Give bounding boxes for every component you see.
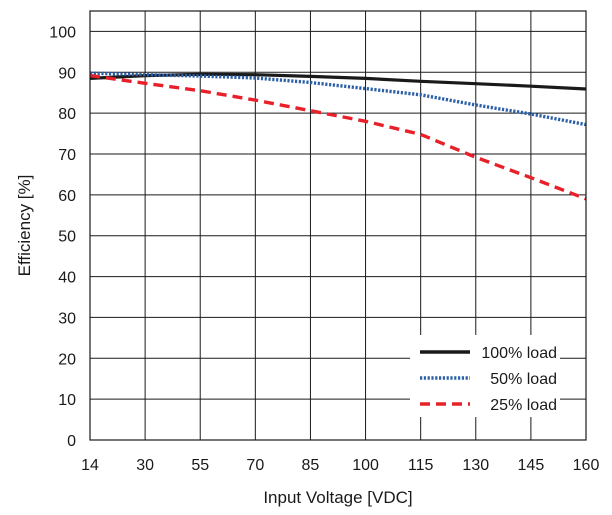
y-axis-label: Efficiency [%] [15, 175, 34, 277]
series-line-100-load [89, 72, 587, 91]
x-tick-label: 30 [136, 457, 154, 474]
x-axis-label: Input Voltage [VDC] [263, 488, 412, 507]
x-tick-label: 145 [518, 457, 545, 474]
x-tick-label: 115 [408, 457, 434, 474]
y-tick-label: 90 [58, 65, 76, 82]
y-tick-label: 0 [67, 433, 76, 450]
series-layer [89, 71, 587, 201]
series-line-50-load [89, 71, 587, 127]
y-tick-label: 70 [58, 147, 76, 164]
legend-label: 25% load [490, 397, 557, 414]
x-tick-label: 85 [302, 457, 320, 474]
x-tick-label: 70 [246, 457, 264, 474]
x-tick-label: 55 [191, 457, 209, 474]
x-tick-label: 100 [352, 457, 379, 474]
y-tick-label: 30 [58, 310, 76, 327]
y-tick-label: 10 [58, 392, 76, 409]
series-line-25-load [89, 73, 587, 201]
y-tick-label: 60 [58, 188, 76, 205]
legend-background [410, 335, 560, 417]
x-tick-label: 14 [81, 457, 99, 474]
y-tick-label: 40 [58, 270, 76, 287]
y-tick-label: 20 [58, 351, 76, 368]
legend: 100% load 50% load 25% load [410, 335, 560, 417]
plot-frame [89, 10, 587, 441]
y-tick-label: 80 [58, 106, 76, 123]
legend-label: 100% load [481, 345, 557, 362]
y-tick-label: 100 [49, 24, 76, 41]
y-tick-labels: 0 10 20 30 40 50 60 70 80 90 100 [49, 24, 76, 450]
legend-label: 50% load [490, 371, 557, 388]
x-tick-label: 130 [462, 457, 489, 474]
y-tick-label: 50 [58, 229, 76, 246]
x-tick-label: 160 [573, 457, 600, 474]
x-tick-labels: 14 30 55 70 85 100 115 130 145 160 [81, 457, 599, 474]
